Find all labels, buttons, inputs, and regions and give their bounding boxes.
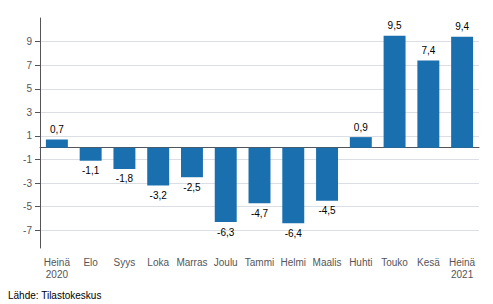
svg-text:-3: -3 [23,178,32,189]
svg-text:-1,1: -1,1 [82,165,100,176]
svg-text:-5: -5 [23,201,32,212]
svg-text:-4,5: -4,5 [318,205,336,216]
svg-text:Marras: Marras [176,257,207,268]
svg-text:Loka: Loka [147,257,169,268]
svg-text:-4,7: -4,7 [251,208,269,219]
svg-text:Elo: Elo [83,257,98,268]
svg-text:Maalis: Maalis [313,257,342,268]
svg-text:Touko: Touko [381,257,408,268]
svg-text:-6,3: -6,3 [217,227,235,238]
svg-text:0,7: 0,7 [50,124,64,135]
svg-text:Heinä: Heinä [44,257,71,268]
svg-text:-1,8: -1,8 [116,173,134,184]
svg-text:7,4: 7,4 [421,45,435,56]
svg-text:Heinä: Heinä [449,257,476,268]
svg-text:-7: -7 [23,225,32,236]
svg-text:7: 7 [26,60,32,71]
svg-text:Tammi: Tammi [245,257,274,268]
svg-text:Lähde: Tilastokeskus: Lähde: Tilastokeskus [8,290,101,301]
svg-text:Helmi: Helmi [280,257,306,268]
svg-text:0,9: 0,9 [354,122,368,133]
svg-text:Kesä: Kesä [417,257,440,268]
svg-text:Huhti: Huhti [349,257,372,268]
svg-text:9: 9 [26,36,32,47]
svg-text:Syys: Syys [114,257,136,268]
svg-text:-2,5: -2,5 [183,182,201,193]
svg-text:Joulu: Joulu [214,257,238,268]
svg-text:5: 5 [26,83,32,94]
svg-text:3: 3 [26,107,32,118]
svg-text:9,4: 9,4 [455,21,469,32]
svg-text:-6,4: -6,4 [285,228,303,239]
svg-text:-1: -1 [23,154,32,165]
svg-text:9,5: 9,5 [388,20,402,31]
svg-text:1: 1 [26,130,32,141]
svg-text:2021: 2021 [451,269,474,280]
svg-text:2020: 2020 [46,269,69,280]
svg-text:-3,2: -3,2 [150,190,168,201]
